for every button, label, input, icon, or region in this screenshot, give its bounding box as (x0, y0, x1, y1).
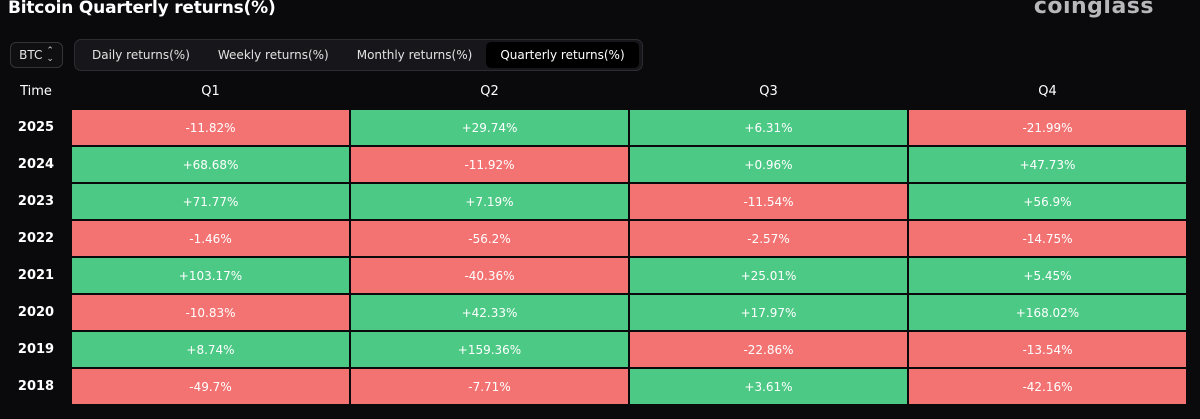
return-cell-q3: -2.57% (630, 221, 907, 256)
row-year: 2020 (17, 305, 55, 320)
tab-quarterly-returns[interactable]: Quarterly returns(%) (486, 42, 639, 68)
return-cell-q3: +3.61% (630, 369, 907, 404)
row-year: 2022 (17, 231, 55, 246)
tab-weekly-returns[interactable]: Weekly returns(%) (217, 48, 329, 62)
column-header-q1: Q1 (201, 83, 220, 99)
return-cell-q1: +8.74% (72, 332, 349, 367)
table-row: 2025 -11.82% +29.74% +6.31% -21.99% (2, 110, 1186, 145)
returns-tabs: Daily returns(%) Weekly returns(%) Month… (74, 39, 643, 71)
tab-daily-returns[interactable]: Daily returns(%) (92, 48, 190, 62)
return-cell-q4: -21.99% (909, 110, 1186, 145)
return-cell-q2: -7.71% (351, 369, 628, 404)
coin-select-value: BTC (19, 48, 43, 62)
return-cell-q3: +0.96% (630, 147, 907, 182)
returns-table: Time Q1 Q2 Q3 Q4 2025 -11.82% +29.74% +6.31… (0, 72, 1188, 406)
table-row: 2023 +71.77% +7.19% -11.54% +56.9% (2, 184, 1186, 219)
table-row: 2018 -49.7% -7.71% +3.61% -42.16% (2, 369, 1186, 404)
return-cell-q1: +103.17% (72, 258, 349, 293)
row-year: 2018 (17, 379, 55, 394)
table-header-row: Time Q1 Q2 Q3 Q4 (2, 74, 1186, 108)
return-cell-q2: +7.19% (351, 184, 628, 219)
row-year: 2023 (17, 194, 55, 209)
return-cell-q3: +6.31% (630, 110, 907, 145)
return-cell-q4: -42.16% (909, 369, 1186, 404)
return-cell-q2: +159.36% (351, 332, 628, 367)
return-cell-q4: +168.02% (909, 295, 1186, 330)
return-cell-q4: +56.9% (909, 184, 1186, 219)
row-year: 2024 (17, 157, 55, 172)
return-cell-q2: -56.2% (351, 221, 628, 256)
table-row: 2021 +103.17% -40.36% +25.01% +5.45% (2, 258, 1186, 293)
return-cell-q2: +42.33% (351, 295, 628, 330)
return-cell-q4: +5.45% (909, 258, 1186, 293)
column-header-time: Time (20, 83, 52, 99)
column-header-q2: Q2 (480, 83, 499, 99)
table-row: 2019 +8.74% +159.36% -22.86% -13.54% (2, 332, 1186, 367)
return-cell-q1: +71.77% (72, 184, 349, 219)
return-cell-q2: +29.74% (351, 110, 628, 145)
return-cell-q3: -11.54% (630, 184, 907, 219)
return-cell-q4: -14.75% (909, 221, 1186, 256)
row-year: 2019 (17, 342, 55, 357)
column-header-q3: Q3 (759, 83, 778, 99)
table-row: 2020 -10.83% +42.33% +17.97% +168.02% (2, 295, 1186, 330)
page-title: Bitcoin Quarterly returns(%) (8, 0, 276, 18)
table-row: 2022 -1.46% -56.2% -2.57% -14.75% (2, 221, 1186, 256)
chevron-up-down-icon: ⌃ ⌄ (46, 46, 54, 64)
return-cell-q4: -13.54% (909, 332, 1186, 367)
return-cell-q3: +17.97% (630, 295, 907, 330)
coinglass-logo: coinglass (1033, 0, 1154, 19)
return-cell-q2: -40.36% (351, 258, 628, 293)
return-cell-q1: +68.68% (72, 147, 349, 182)
column-header-q4: Q4 (1038, 83, 1057, 99)
return-cell-q1: -10.83% (72, 295, 349, 330)
return-cell-q1: -49.7% (72, 369, 349, 404)
return-cell-q4: +47.73% (909, 147, 1186, 182)
tab-monthly-returns[interactable]: Monthly returns(%) (356, 48, 473, 62)
return-cell-q3: +25.01% (630, 258, 907, 293)
coin-select[interactable]: BTC ⌃ ⌄ (10, 42, 63, 68)
table-row: 2024 +68.68% -11.92% +0.96% +47.73% (2, 147, 1186, 182)
return-cell-q2: -11.92% (351, 147, 628, 182)
return-cell-q1: -1.46% (72, 221, 349, 256)
return-cell-q3: -22.86% (630, 332, 907, 367)
row-year: 2021 (17, 268, 55, 283)
row-year: 2025 (17, 120, 55, 135)
return-cell-q1: -11.82% (72, 110, 349, 145)
